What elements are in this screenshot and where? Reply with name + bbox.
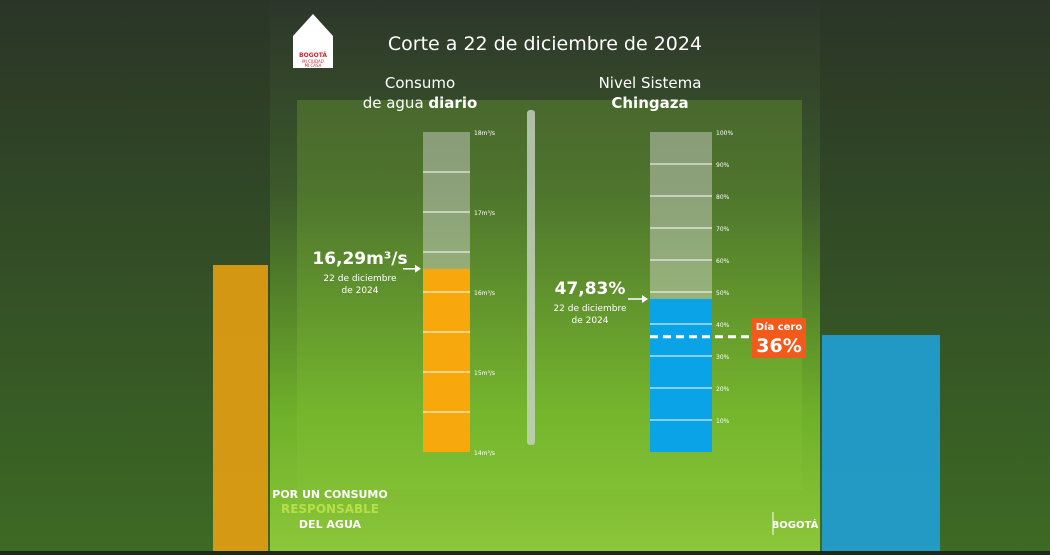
y-tick-label: 18m³/s (474, 130, 495, 137)
y-tick-label: 70% (716, 226, 730, 233)
chart-title-part: de agua (363, 94, 424, 112)
separator (527, 110, 535, 445)
threshold-box (752, 318, 806, 358)
threshold-value: 36% (756, 335, 801, 357)
gauge-fill (423, 268, 470, 452)
date-label: 22 de diciembre (323, 274, 397, 284)
slogan: POR UN CONSUMO (272, 488, 387, 501)
date-label: de 2024 (571, 316, 608, 326)
y-tick-label: 30% (716, 354, 730, 361)
logo-text: MI CIUDAD (302, 59, 324, 64)
panel (270, 0, 820, 551)
threshold-label: Día cero (756, 321, 803, 333)
logo-text: BOGOTÁ (299, 52, 327, 59)
arrow-head (642, 294, 648, 303)
chart-title-bold: Chingaza (611, 94, 688, 112)
date-label: 22 de diciembre (553, 304, 627, 314)
y-tick-label: 100% (716, 130, 733, 137)
chart-title-part: Consumo (385, 74, 455, 92)
chart-title: de agua diario (363, 94, 478, 112)
y-tick-label: 14m³/s (474, 450, 495, 457)
logo-text: MI CASA (305, 63, 322, 68)
chart-title-bold: diario (428, 94, 477, 112)
header-title: Corte a 22 de diciembre de 2024 (388, 33, 702, 55)
logo (293, 14, 333, 68)
y-tick-label: 60% (716, 258, 730, 265)
chart-title: Nivel Sistema (599, 74, 702, 92)
y-tick-label: 90% (716, 162, 730, 169)
slogan: RESPONSABLE (281, 502, 379, 516)
y-tick-label: 80% (716, 194, 730, 201)
panel-box (297, 100, 802, 490)
y-tick-label: 16m³/s (474, 290, 495, 297)
slogan: DEL AGUA (299, 518, 362, 531)
y-tick-label: 17m³/s (474, 210, 495, 217)
chart-title: Consumo (385, 74, 455, 92)
value-label: 47,83% (555, 279, 626, 299)
y-tick-label: 10% (716, 418, 730, 425)
y-tick-label: 15m³/s (474, 370, 495, 377)
y-tick-label: 50% (716, 290, 730, 297)
date-label: de 2024 (341, 286, 378, 296)
side-blur (213, 265, 268, 551)
side-blur (822, 335, 940, 551)
value-label: 16,29m³/s (312, 249, 407, 269)
y-tick-label: 40% (716, 322, 730, 329)
y-tick-label: 20% (716, 386, 730, 393)
chart-title-part: Nivel Sistema (599, 74, 702, 92)
gauge-fill (650, 298, 712, 452)
brand: BOGOTÁ (772, 518, 819, 531)
arrow-head (415, 264, 421, 273)
